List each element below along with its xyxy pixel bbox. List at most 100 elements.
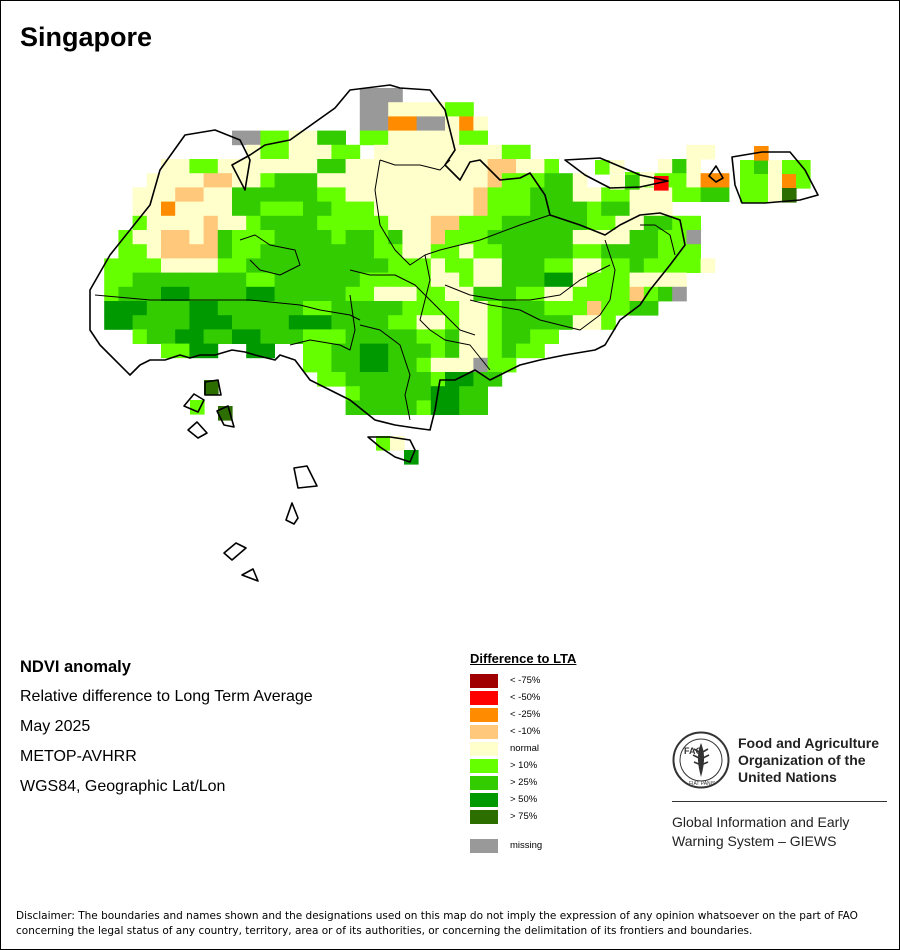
ndvi-cell xyxy=(416,357,432,373)
sentosa-outline xyxy=(367,436,416,463)
ndvi-cell xyxy=(473,258,488,273)
ndvi-cell xyxy=(459,230,474,245)
ndvi-cell xyxy=(487,343,503,359)
legend-item: < -10% xyxy=(470,723,576,740)
ndvi-cell xyxy=(175,215,190,231)
ndvi-cell xyxy=(331,286,346,302)
ndvi-cell xyxy=(217,272,233,288)
ndvi-cell xyxy=(203,187,219,202)
ndvi-cell xyxy=(246,315,261,330)
ndvi-cell xyxy=(104,315,119,330)
ndvi-cell xyxy=(288,187,304,202)
ndvi-cell xyxy=(487,144,503,160)
ndvi-cell xyxy=(402,187,417,202)
indicator-description: Relative difference to Long Term Average xyxy=(20,688,313,705)
ndvi-cell xyxy=(189,215,204,231)
ndvi-cell xyxy=(672,187,687,202)
ndvi-cell xyxy=(459,201,474,217)
ndvi-cell xyxy=(217,215,233,231)
ndvi-cell xyxy=(104,258,119,273)
ndvi-cell xyxy=(445,173,460,188)
ndvi-cell xyxy=(232,329,247,344)
ndvi-cell xyxy=(274,286,290,302)
ndvi-cell xyxy=(374,116,389,131)
ndvi-cell xyxy=(274,201,290,217)
ndvi-cell xyxy=(558,272,574,288)
ndvi-cell xyxy=(416,187,432,202)
ndvi-cell xyxy=(189,159,204,174)
ndvi-cell xyxy=(629,272,645,288)
ndvi-cell xyxy=(530,159,545,174)
ndvi-cell xyxy=(473,272,488,288)
ndvi-cell xyxy=(374,343,389,359)
ndvi-cell xyxy=(288,144,304,160)
ndvi-cell xyxy=(388,343,403,359)
ndvi-cell xyxy=(740,160,755,175)
ndvi-cell xyxy=(260,230,275,245)
admin-boundary-5 xyxy=(374,159,551,266)
org-line-3: United Nations xyxy=(738,769,837,785)
admin-boundary-8 xyxy=(444,264,611,301)
ndvi-cell xyxy=(146,315,162,330)
ndvi-cell xyxy=(317,372,332,387)
ndvi-cell xyxy=(175,301,190,316)
ndvi-cell xyxy=(260,159,275,174)
ndvi-cell xyxy=(473,130,488,146)
ndvi-cell xyxy=(572,187,588,202)
ndvi-cell xyxy=(274,215,290,231)
ndvi-cell xyxy=(359,215,375,231)
ndvi-cell xyxy=(530,315,545,330)
ndvi-cell xyxy=(416,102,432,117)
admin-boundary-11 xyxy=(640,224,676,256)
ndvi-cell xyxy=(402,116,417,131)
ndvi-cell xyxy=(445,215,460,231)
ndvi-cell xyxy=(246,173,261,188)
ndvi-cell xyxy=(317,187,332,202)
ndvi-cell xyxy=(672,159,687,174)
ndvi-cell xyxy=(430,144,446,160)
ndvi-cell xyxy=(615,258,630,273)
ndvi-cell xyxy=(544,258,559,273)
legend-swatch xyxy=(470,792,498,807)
ndvi-cell xyxy=(331,144,346,160)
ndvi-cell xyxy=(402,201,417,217)
ndvi-cell xyxy=(430,159,446,174)
ndvi-cell xyxy=(516,343,531,359)
ndvi-cell xyxy=(132,272,148,288)
ndvi-cell xyxy=(700,173,716,188)
ndvi-cell xyxy=(572,230,588,245)
ndvi-cell xyxy=(402,372,417,387)
ndvi-cell xyxy=(740,188,755,203)
ndvi-cell xyxy=(331,301,346,316)
ndvi-cell xyxy=(217,301,233,316)
ndvi-cell xyxy=(445,144,460,160)
ndvi-cell xyxy=(658,286,673,302)
ndvi-cell xyxy=(132,201,148,217)
ndvi-cell xyxy=(416,215,432,231)
ndvi-cell xyxy=(587,201,602,217)
legend-swatch xyxy=(470,673,498,688)
ndvi-cell xyxy=(146,258,162,273)
ndvi-cell xyxy=(402,173,417,188)
admin-boundary-3 xyxy=(349,269,476,336)
ndvi-cell xyxy=(345,357,361,373)
ndvi-cell xyxy=(487,173,503,188)
ndvi-cell xyxy=(487,329,503,344)
ndvi-cell xyxy=(501,286,517,302)
ndvi-cell xyxy=(416,244,432,259)
legend-label: > 10% xyxy=(510,760,538,771)
ndvi-cell xyxy=(175,187,190,202)
ndvi-cell xyxy=(416,343,432,359)
ndvi-cell xyxy=(359,88,375,103)
ndvi-cell xyxy=(595,160,610,175)
ndvi-cell xyxy=(459,386,474,401)
ndvi-cell xyxy=(530,230,545,245)
ndvi-cell xyxy=(416,272,432,288)
ndvi-cell xyxy=(643,244,659,259)
ndvi-cell xyxy=(146,272,162,288)
fao-organization-name: Food and Agriculture Organization of the… xyxy=(738,735,898,786)
ndvi-cell xyxy=(388,159,403,174)
ndvi-cell xyxy=(331,230,346,245)
ndvi-cell xyxy=(416,173,432,188)
islet-5 xyxy=(293,465,318,489)
